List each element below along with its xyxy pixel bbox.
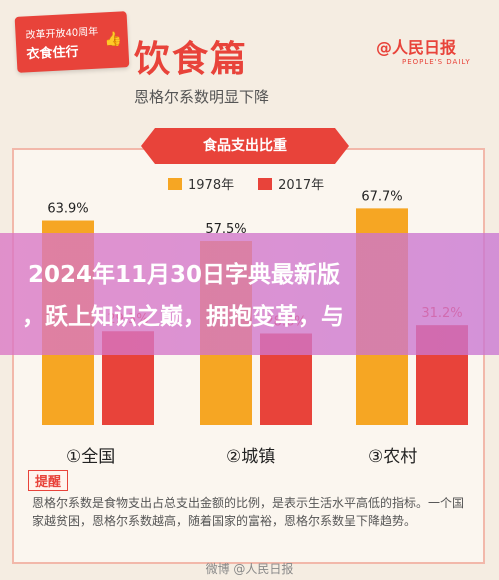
page-subtitle: 恩格尔系数明显下降 [134,88,270,106]
note-heading: 提醒 [28,470,69,491]
headline-line-1: 2024年11月30日字典最新版 [28,262,341,288]
legend-label-2017: 2017年 [278,178,325,193]
people-daily-logo: @人民日报 PEOPLE'S DAILY [376,34,471,66]
note-body: 恩格尔系数是食物支出占总支出金额的比例，是表示生活水平高低的指标。一个国家越贫困… [32,496,465,528]
chart-legend: 1978年 2017年 [168,174,324,193]
value-label-1978-2: 67.7% [361,189,402,204]
category-label-rural: ③农村 [368,447,418,467]
legend-item-1978: 1978年 [168,174,234,193]
legend-label-1978: 1978年 [188,178,235,193]
chart-title-ribbon: 食品支出比重 [141,128,349,164]
headline-line-2: ，跃上知识之巅，拥抱变革，与 [22,304,344,330]
legend-swatch-1978 [168,177,182,190]
headline-overlay: 2024年11月30日字典最新版 ，跃上知识之巅，拥抱变革，与 [0,233,499,355]
category-label-national: ①全国 [66,447,116,467]
logo-sub-text: PEOPLE'S DAILY [402,58,471,66]
logo-main-text: @人民日报 [376,38,457,57]
value-label-1978-0: 63.9% [47,202,88,217]
page-title: 饮食篇 [134,39,249,80]
category-label-urban: ②城镇 [226,447,276,467]
weibo-watermark: 微博 @人民日报 [205,562,294,576]
legend-item-2017: 2017年 [258,174,324,193]
legend-swatch-2017 [258,177,273,190]
